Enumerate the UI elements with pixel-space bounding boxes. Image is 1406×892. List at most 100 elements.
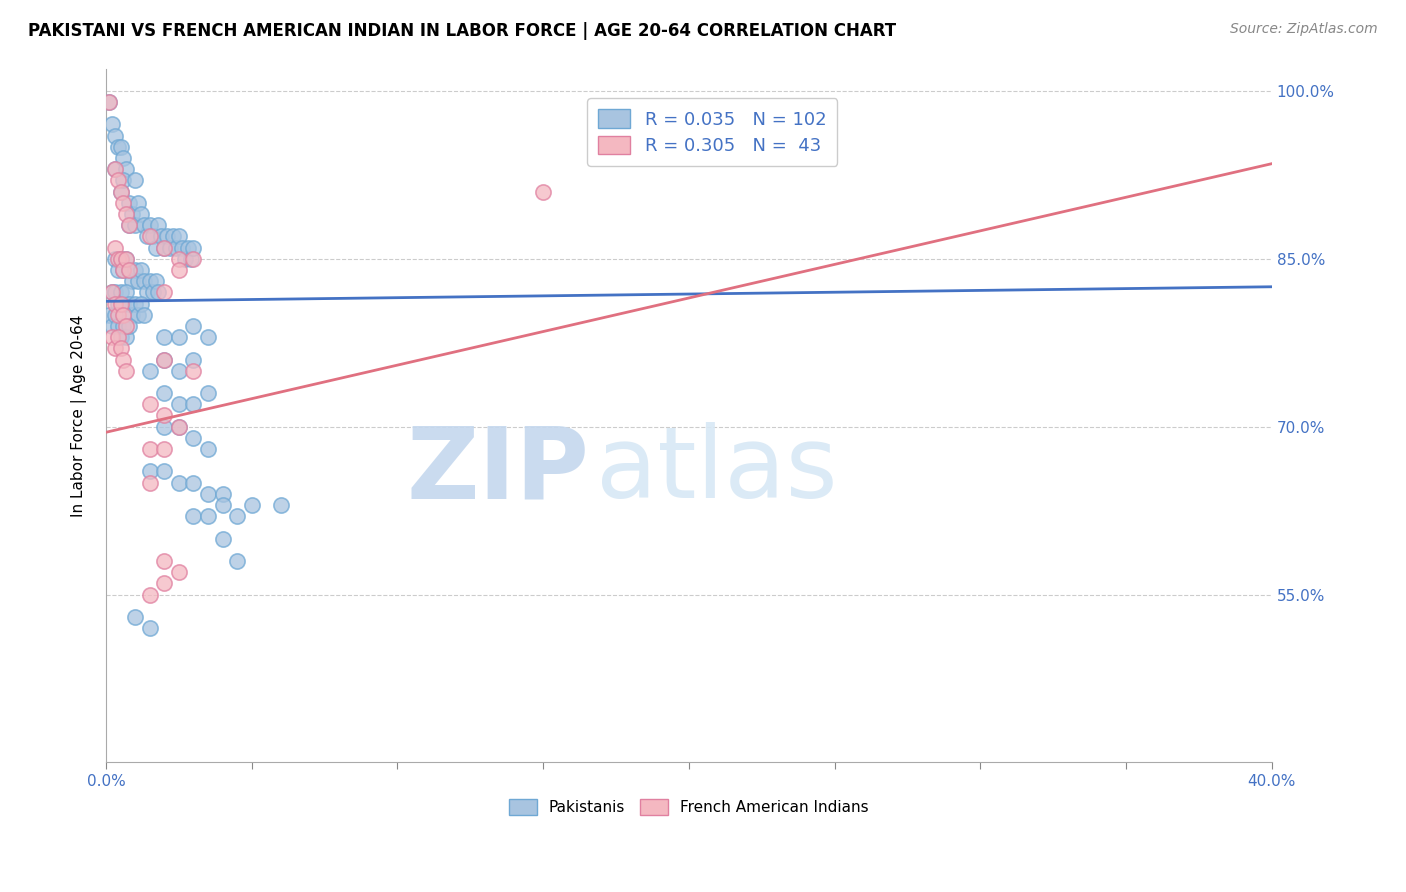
- Point: [167, 475, 190, 490]
- Point: [167, 419, 190, 434]
- Point: [118, 218, 141, 232]
- Y-axis label: In Labor Force | Age 20-64: In Labor Force | Age 20-64: [72, 314, 87, 516]
- Point: [97, 308, 120, 322]
- Text: Source: ZipAtlas.com: Source: ZipAtlas.com: [1230, 22, 1378, 37]
- Point: [110, 252, 132, 266]
- Point: [107, 296, 129, 310]
- Point: [124, 263, 146, 277]
- Point: [110, 285, 132, 300]
- Point: [138, 229, 160, 244]
- Point: [107, 263, 129, 277]
- Point: [138, 465, 160, 479]
- Point: [112, 151, 135, 165]
- Point: [121, 308, 143, 322]
- Point: [132, 218, 155, 232]
- Point: [138, 218, 160, 232]
- Point: [115, 318, 138, 333]
- Point: [183, 252, 205, 266]
- Point: [112, 263, 135, 277]
- Point: [118, 263, 141, 277]
- Point: [104, 128, 127, 143]
- Point: [112, 308, 135, 322]
- Point: [138, 397, 160, 411]
- Point: [183, 364, 205, 378]
- Point: [148, 218, 170, 232]
- Point: [124, 610, 146, 624]
- Point: [153, 442, 176, 456]
- Point: [180, 252, 202, 266]
- Point: [183, 431, 205, 445]
- Point: [115, 207, 138, 221]
- Point: [167, 364, 190, 378]
- Point: [226, 509, 249, 524]
- Point: [138, 364, 160, 378]
- Point: [153, 419, 176, 434]
- Point: [132, 274, 155, 288]
- Point: [138, 621, 160, 635]
- Point: [183, 397, 205, 411]
- Point: [115, 252, 138, 266]
- Point: [124, 296, 146, 310]
- Text: atlas: atlas: [596, 423, 838, 519]
- Point: [97, 95, 120, 109]
- Point: [153, 352, 176, 367]
- Point: [153, 285, 176, 300]
- Point: [118, 296, 141, 310]
- Point: [183, 509, 205, 524]
- Point: [110, 140, 132, 154]
- Point: [112, 352, 135, 367]
- Point: [135, 229, 157, 244]
- Point: [170, 241, 193, 255]
- Point: [110, 341, 132, 355]
- Point: [240, 498, 263, 512]
- Point: [107, 140, 129, 154]
- Point: [165, 241, 187, 255]
- Point: [107, 308, 129, 322]
- Point: [101, 118, 124, 132]
- Point: [110, 252, 132, 266]
- Point: [153, 576, 176, 591]
- Point: [132, 308, 155, 322]
- Point: [104, 285, 127, 300]
- Text: PAKISTANI VS FRENCH AMERICAN INDIAN IN LABOR FORCE | AGE 20-64 CORRELATION CHART: PAKISTANI VS FRENCH AMERICAN INDIAN IN L…: [28, 22, 896, 40]
- Point: [138, 475, 160, 490]
- Point: [153, 241, 176, 255]
- Point: [197, 442, 219, 456]
- Point: [118, 195, 141, 210]
- Point: [118, 318, 141, 333]
- Point: [115, 364, 138, 378]
- Point: [183, 352, 205, 367]
- Point: [167, 252, 190, 266]
- Point: [129, 207, 152, 221]
- Point: [127, 274, 149, 288]
- Point: [112, 173, 135, 187]
- Point: [183, 475, 205, 490]
- Point: [110, 296, 132, 310]
- Point: [110, 185, 132, 199]
- Point: [104, 241, 127, 255]
- Point: [118, 263, 141, 277]
- Point: [121, 274, 143, 288]
- Point: [112, 263, 135, 277]
- Point: [211, 498, 233, 512]
- Point: [138, 588, 160, 602]
- Point: [112, 195, 135, 210]
- Point: [129, 263, 152, 277]
- Point: [153, 352, 176, 367]
- Point: [107, 252, 129, 266]
- Point: [153, 409, 176, 423]
- Point: [138, 274, 160, 288]
- Point: [167, 229, 190, 244]
- Point: [142, 229, 165, 244]
- Point: [129, 296, 152, 310]
- Point: [156, 229, 179, 244]
- Point: [183, 318, 205, 333]
- Point: [107, 318, 129, 333]
- Point: [112, 318, 135, 333]
- Point: [173, 252, 195, 266]
- Point: [127, 195, 149, 210]
- Point: [97, 95, 120, 109]
- Point: [162, 229, 184, 244]
- Point: [211, 487, 233, 501]
- Point: [153, 554, 176, 568]
